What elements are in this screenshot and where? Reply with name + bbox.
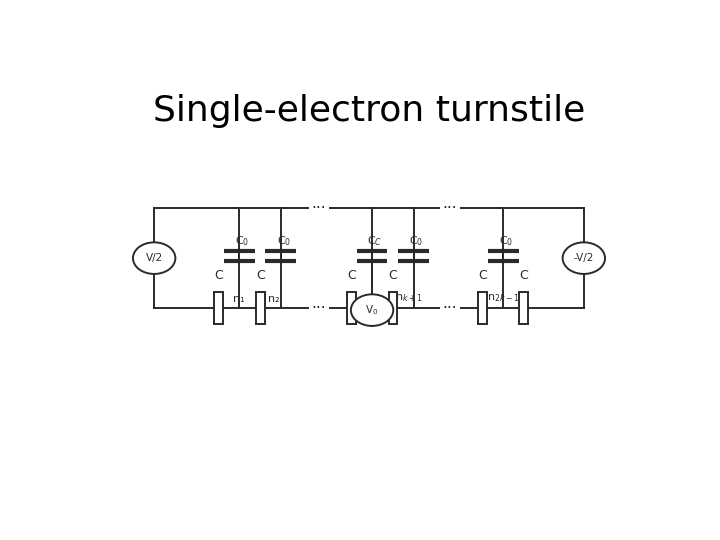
Text: ···: ··· [312,301,326,315]
Text: C$_0$: C$_0$ [409,234,423,248]
Text: V/2: V/2 [145,253,163,263]
Text: C$_0$: C$_0$ [276,234,291,248]
Circle shape [562,242,605,274]
Text: C: C [347,269,356,282]
Text: C: C [256,269,264,282]
Bar [478,293,487,323]
Text: C: C [479,269,487,282]
Text: C: C [519,269,528,282]
Text: Single-electron turnstile: Single-electron turnstile [153,94,585,128]
Bar [214,293,222,323]
Text: ···: ··· [443,201,457,216]
Text: ···: ··· [312,201,326,216]
Text: n$_{k+1}$: n$_{k+1}$ [395,292,423,304]
Text: C: C [389,269,397,282]
Text: n$_k$: n$_k$ [365,292,379,304]
Bar [519,293,528,323]
Text: n₁: n₁ [233,294,245,304]
Text: C$_0$: C$_0$ [499,234,513,248]
Text: n₂: n₂ [269,294,280,304]
Text: -V/2: -V/2 [574,253,594,263]
Text: C$_C$: C$_C$ [367,234,382,248]
Text: C$_0$: C$_0$ [235,234,249,248]
Bar [389,293,397,323]
Text: n$_{2k-1}$: n$_{2k-1}$ [487,292,519,304]
Bar [256,293,265,323]
Circle shape [351,294,393,326]
Bar [347,293,356,323]
Text: V$_0$: V$_0$ [366,303,379,317]
Circle shape [133,242,176,274]
Text: ···: ··· [443,301,457,315]
Text: C: C [214,269,222,282]
